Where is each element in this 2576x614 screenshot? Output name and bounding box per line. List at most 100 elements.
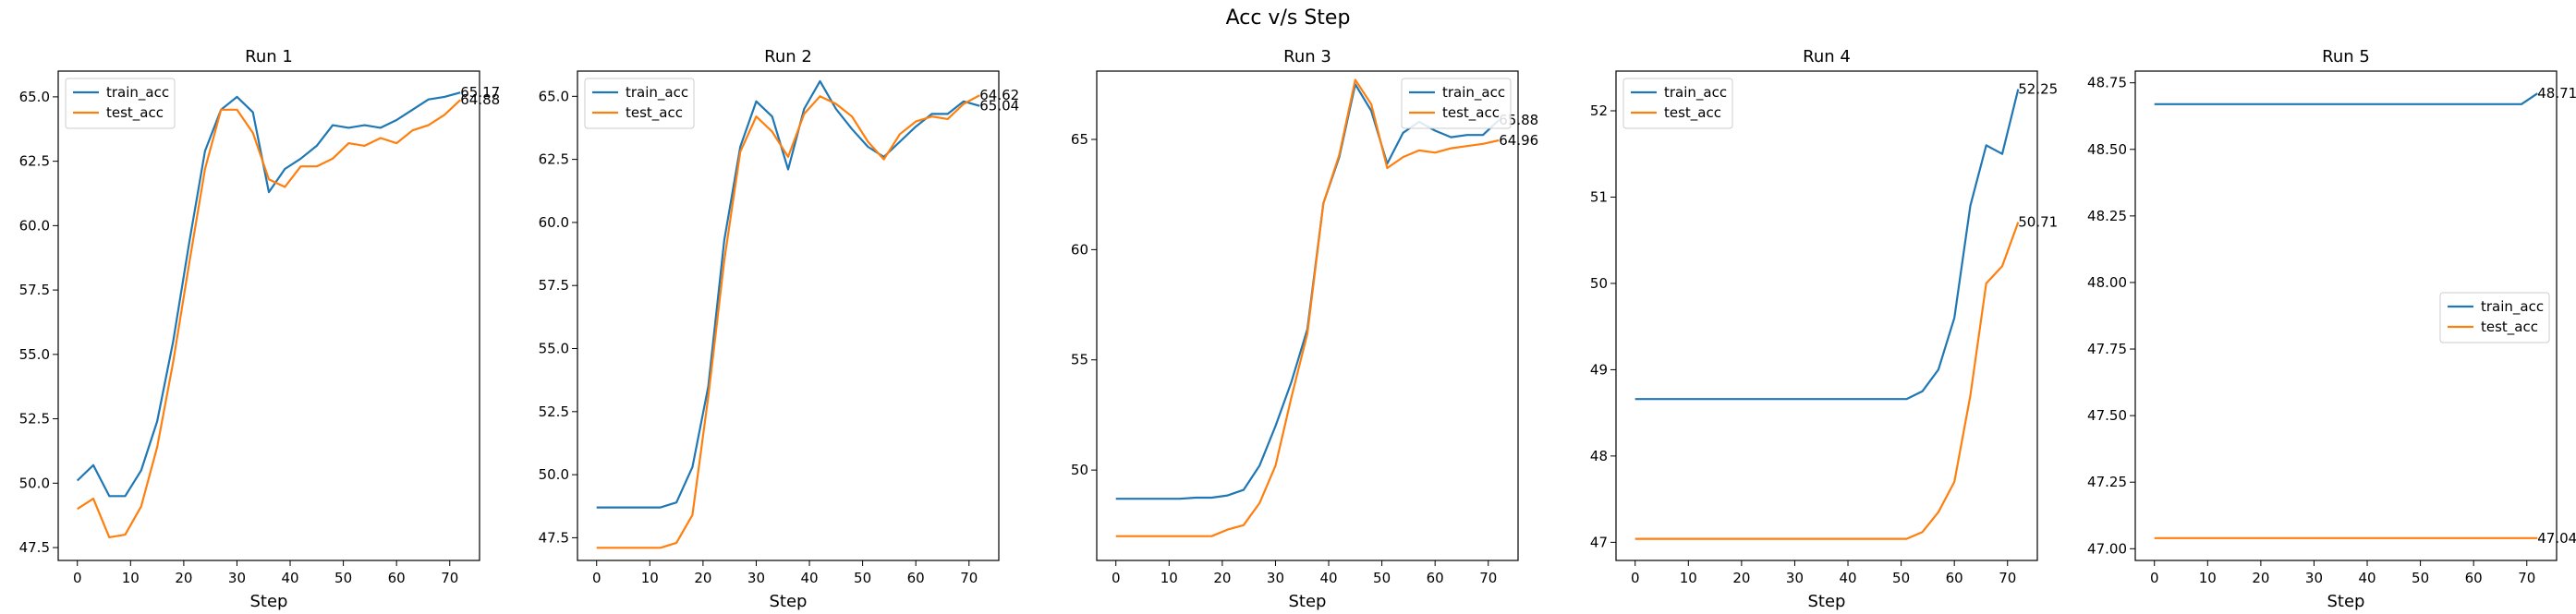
x-tick-label: 70 xyxy=(1999,570,2016,586)
y-tick-label: 52.5 xyxy=(19,411,50,427)
subplot-title: Run 2 xyxy=(764,47,812,66)
x-tick-label: 10 xyxy=(2199,570,2217,586)
legend-label: train_acc xyxy=(106,84,169,102)
axes-frame xyxy=(1096,70,1519,561)
end-value-label: 64.96 xyxy=(1499,132,1538,149)
y-tick-label: 50.0 xyxy=(19,475,50,491)
y-tick-label: 60 xyxy=(1071,241,1088,258)
y-tick-label: 62.5 xyxy=(19,153,50,170)
legend-label: train_acc xyxy=(2481,298,2544,316)
legend: train_acc test_acc xyxy=(1622,78,1733,129)
subplot-2: Run 2 0 10 20 30 40 50 60 70 47.5 50.0 52.5 55.0 57.5… xyxy=(539,47,1020,611)
y-tick-label: 55 xyxy=(1071,352,1088,368)
y-tick-label: 47.00 xyxy=(2087,540,2127,557)
y-tick-label: 47.50 xyxy=(2087,407,2127,424)
legend-label: train_acc xyxy=(1442,84,1505,102)
legend-label: train_acc xyxy=(626,84,688,102)
x-tick-label: 10 xyxy=(1680,570,1697,586)
x-tick-label: 50 xyxy=(1892,570,1910,586)
x-tick-label: 0 xyxy=(2150,570,2159,586)
x-tick-label: 50 xyxy=(854,570,871,586)
end-value-label: 65.04 xyxy=(979,98,1019,114)
x-tick-label: 20 xyxy=(175,570,192,586)
x-axis-label: Step xyxy=(770,592,808,611)
y-tick-label: 51 xyxy=(1590,188,1608,205)
y-tick-label: 47.5 xyxy=(19,539,50,556)
x-axis-ticks: 0 10 20 30 40 50 60 70 xyxy=(592,560,978,586)
y-tick-label: 65.0 xyxy=(539,88,569,104)
legend-box xyxy=(584,78,695,129)
y-tick-label: 55.0 xyxy=(19,346,50,363)
y-tick-label: 48.00 xyxy=(2087,274,2127,291)
legend-label: test_acc xyxy=(1664,104,1721,122)
subplot-4: Run 4 0 10 20 30 40 50 60 70 47 48 49 50 51 52 Step 52.2… xyxy=(1590,47,2058,611)
y-axis-ticks: 50 55 60 65 xyxy=(1071,131,1097,478)
x-axis-label: Step xyxy=(1289,592,1327,611)
x-axis-ticks: 0 10 20 30 40 50 60 70 xyxy=(1112,560,1497,586)
y-tick-label: 65.0 xyxy=(19,89,50,105)
x-tick-label: 20 xyxy=(1213,570,1231,586)
x-axis-ticks: 0 10 20 30 40 50 60 70 xyxy=(73,560,458,586)
x-tick-label: 30 xyxy=(1267,570,1284,586)
x-tick-label: 30 xyxy=(1786,570,1804,586)
x-tick-label: 10 xyxy=(1160,570,1178,586)
y-tick-label: 50.0 xyxy=(539,466,569,483)
y-axis-ticks: 47.00 47.25 47.50 47.75 48.00 48.25 48.50 48.75 xyxy=(2087,75,2135,557)
x-tick-label: 60 xyxy=(2465,570,2483,586)
x-tick-label: 50 xyxy=(2412,570,2429,586)
y-tick-label: 47 xyxy=(1590,534,1608,550)
y-tick-label: 50 xyxy=(1590,275,1608,292)
series-line-train_acc xyxy=(2154,92,2538,105)
x-tick-label: 0 xyxy=(1631,570,1640,586)
x-tick-label: 10 xyxy=(122,570,140,586)
subplot-1: Run 1 0 10 20 30 40 50 60 70 47.5 50.0 52.5 55.0 57.5… xyxy=(19,47,501,611)
subplot-5: Run 5 0 10 20 30 40 50 60 70 47.00 47.25 47.50 47.75… xyxy=(2087,47,2576,611)
x-tick-label: 70 xyxy=(960,570,978,586)
x-tick-label: 30 xyxy=(228,570,246,586)
y-tick-label: 47.5 xyxy=(539,529,569,546)
x-axis-label: Step xyxy=(250,592,288,611)
axes-frame xyxy=(2134,70,2558,561)
y-tick-label: 60.0 xyxy=(19,217,50,234)
x-tick-label: 50 xyxy=(334,570,352,586)
x-tick-label: 0 xyxy=(592,570,601,586)
end-value-label: 52.25 xyxy=(2018,81,2058,98)
series-line-test_acc xyxy=(77,99,462,539)
x-axis-ticks: 0 10 20 30 40 50 60 70 xyxy=(2150,560,2535,586)
x-tick-label: 60 xyxy=(1427,570,1444,586)
x-tick-label: 0 xyxy=(1112,570,1121,586)
x-axis-label: Step xyxy=(2327,592,2365,611)
x-tick-label: 50 xyxy=(1373,570,1391,586)
series-line-test_acc xyxy=(1115,78,1500,537)
y-tick-label: 52 xyxy=(1590,102,1608,119)
y-tick-label: 60.0 xyxy=(539,214,569,231)
series-line-test_acc xyxy=(1634,222,2020,540)
x-tick-label: 40 xyxy=(1319,570,1337,586)
x-tick-label: 40 xyxy=(281,570,298,586)
end-value-label: 64.62 xyxy=(979,87,1019,103)
subplot-3: Run 30 10 20 30 40 50 60 7050556065Step65.8864.… xyxy=(1071,47,1538,611)
x-tick-label: 40 xyxy=(1839,570,1856,586)
y-tick-label: 50 xyxy=(1071,462,1088,478)
y-tick-label: 47.25 xyxy=(2087,474,2127,490)
y-axis-ticks: 47.5 50.0 52.5 55.0 57.5 60.0 62.5 65.0 xyxy=(539,88,577,546)
y-tick-label: 52.5 xyxy=(539,403,569,420)
subplot-title: Run 3 xyxy=(1283,47,1331,66)
subplot-title: Run 4 xyxy=(1803,47,1851,66)
y-tick-label: 49 xyxy=(1590,361,1608,378)
subplot-title: Run 1 xyxy=(245,47,293,66)
end-value-label: 50.71 xyxy=(2018,214,2058,231)
x-tick-label: 40 xyxy=(800,570,818,586)
legend-box xyxy=(2439,292,2550,343)
end-value-label: 64.88 xyxy=(460,91,500,108)
legend: train_acc test_acc xyxy=(2439,292,2550,343)
subplot-title: Run 5 xyxy=(2322,47,2370,66)
x-tick-label: 60 xyxy=(388,570,406,586)
series-line-train_acc xyxy=(76,91,461,498)
x-tick-label: 20 xyxy=(694,570,711,586)
legend-label: train_acc xyxy=(1664,84,1727,102)
x-tick-label: 70 xyxy=(1479,570,1497,586)
x-tick-label: 0 xyxy=(73,570,82,586)
x-tick-label: 70 xyxy=(441,570,458,586)
